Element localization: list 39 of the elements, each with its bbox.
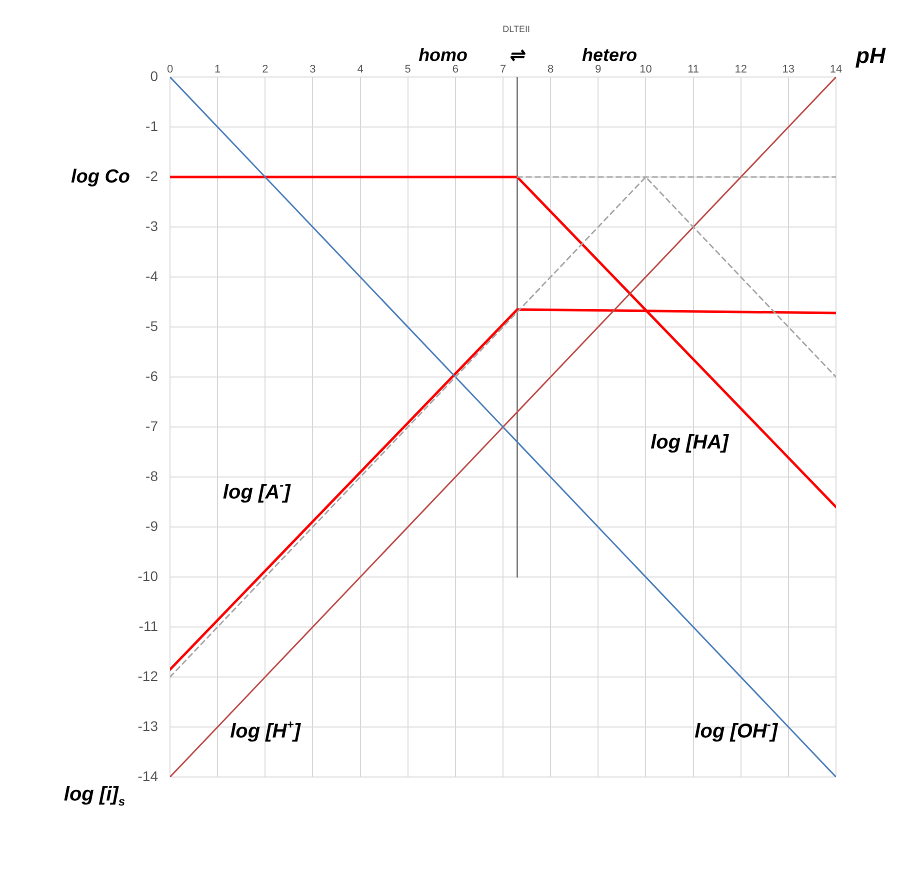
annotation: log [A-] bbox=[222, 478, 292, 504]
x-tick-label: 2 bbox=[262, 64, 268, 76]
y-tick-label: -1 bbox=[146, 118, 158, 134]
y-tick-label: -13 bbox=[138, 718, 158, 734]
x-tick-label: 12 bbox=[734, 64, 747, 76]
x-tick-label: 1 bbox=[214, 64, 221, 76]
annotation: log [H+] bbox=[230, 718, 302, 743]
text: hetero bbox=[582, 44, 638, 65]
y-tick-label: -2 bbox=[146, 168, 158, 184]
x-tick-label: 11 bbox=[688, 64, 699, 76]
y-tick-label: -8 bbox=[146, 468, 158, 484]
y-tick-label: -6 bbox=[146, 368, 158, 384]
x-tick-label: 14 bbox=[830, 64, 842, 76]
x-tick-label: 7 bbox=[500, 64, 506, 76]
text: DLTEII bbox=[502, 24, 530, 34]
annotation: log [HA] bbox=[650, 432, 730, 454]
x-tick-label: 13 bbox=[782, 64, 795, 76]
y-tick-label: -10 bbox=[138, 568, 158, 584]
y-tick-label: -7 bbox=[146, 418, 158, 434]
x-tick-label: 8 bbox=[548, 64, 554, 76]
x-tick-label: 10 bbox=[640, 64, 652, 76]
x-tick-label: 4 bbox=[357, 64, 364, 76]
x-tick-label: 6 bbox=[452, 64, 458, 76]
text: log Co bbox=[70, 166, 130, 188]
x-tick-label: 3 bbox=[310, 64, 316, 76]
y-tick-label: -5 bbox=[146, 318, 158, 334]
x-axis-title: pH bbox=[855, 43, 886, 68]
text: homo bbox=[418, 44, 468, 65]
x-tick-label: 9 bbox=[595, 64, 602, 76]
y-tick-label: -3 bbox=[146, 218, 158, 234]
y-tick-label: -4 bbox=[146, 268, 158, 284]
x-tick-label: 0 bbox=[166, 64, 174, 76]
y-tick-label: -9 bbox=[146, 518, 158, 534]
y-tick-label: -14 bbox=[138, 768, 158, 784]
annotation: log [OH-] bbox=[694, 718, 779, 743]
x-tick-label: 5 bbox=[404, 64, 411, 76]
text: ⇌ bbox=[508, 44, 526, 65]
y-tick-label: -12 bbox=[138, 668, 158, 684]
y-tick-label: -11 bbox=[138, 618, 158, 634]
